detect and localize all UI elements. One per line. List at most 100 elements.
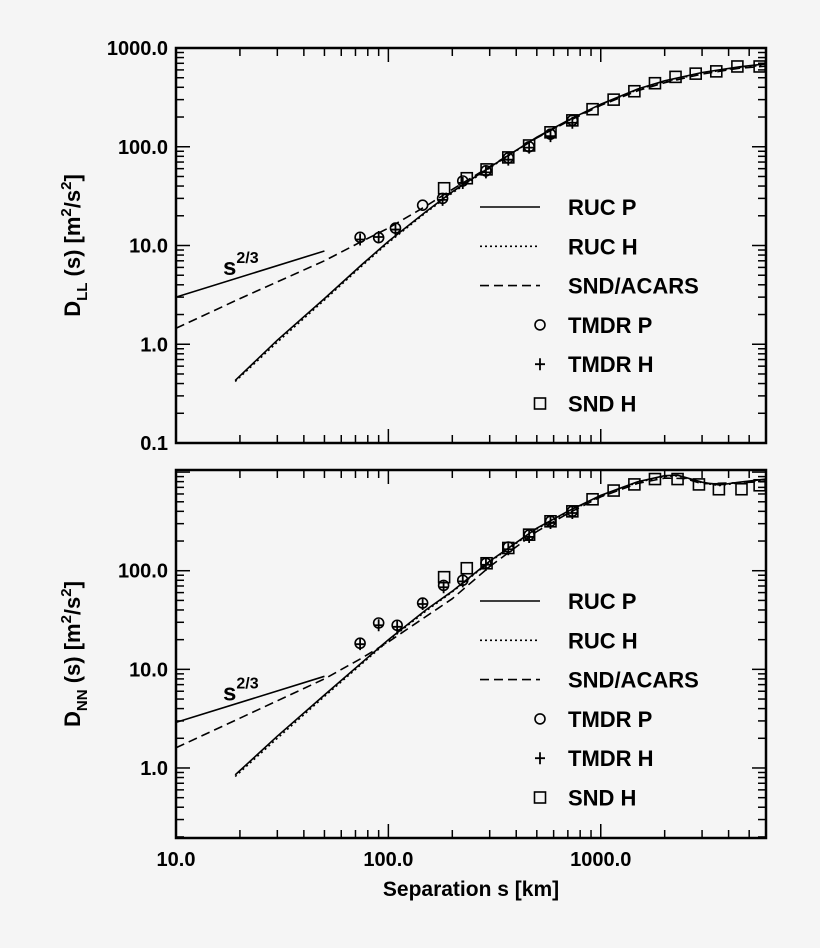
y-tick-label: 100.0 — [118, 137, 168, 159]
slope-annotation: s2/3 — [223, 250, 259, 281]
y-axis-label-part: ] — [60, 581, 85, 588]
data-layer — [176, 60, 766, 383]
data-point-snd-h — [460, 171, 474, 185]
data-point-tmdr-h — [392, 620, 403, 633]
data-point-tmdr-p — [416, 199, 429, 211]
slope-annotation-base: s — [223, 254, 236, 281]
data-point-snd-h — [501, 151, 515, 164]
data-point-tmdr-h — [545, 130, 556, 143]
data-point-snd-h — [566, 505, 579, 518]
y-tick-label: 1.0 — [140, 334, 168, 356]
series-line-ruc-p — [234, 474, 766, 776]
legend-label-ruc-h: RUC H — [568, 628, 638, 653]
reference-slope-line — [175, 250, 325, 298]
data-point-snd-h — [544, 126, 557, 139]
data-point-tmdr-h — [355, 233, 366, 246]
data-point-snd-h — [648, 76, 662, 90]
data-point-snd-h — [735, 482, 748, 496]
series-line-ruc-p — [234, 63, 766, 381]
data-point-snd-h — [692, 478, 706, 491]
panel-bottom: 1.0 10.0 100.0 10.0 100.0 1000.0 Separation s … — [58, 468, 768, 901]
legend-label-ruc-p: RUC P — [568, 195, 636, 220]
legend-label-tmdr-h: TMDR H — [568, 746, 654, 771]
series-line-ruc-h — [234, 64, 766, 383]
data-point-tmdr-h — [390, 223, 401, 236]
data-point-tmdr-h — [567, 116, 578, 129]
data-point-snd-h — [671, 472, 684, 486]
y-axis-label-part: (s) [m — [60, 623, 85, 689]
legend-swatch-tmdr-h — [535, 358, 545, 371]
y-axis-label-part: (s) [m — [60, 217, 85, 283]
data-point-tmdr-h — [355, 638, 366, 651]
y-axis-label-part: ] — [60, 174, 85, 181]
data-point-snd-h — [480, 163, 493, 176]
slope-annotation: s2/3 — [223, 675, 259, 706]
data-point-snd-h — [460, 561, 474, 575]
legend-swatch-snd-h — [533, 397, 547, 410]
data-layer — [176, 472, 766, 778]
data-point-tmdr-h — [437, 193, 448, 206]
data-point-snd-h — [566, 114, 579, 127]
y-axis-label-part: D — [60, 301, 85, 317]
data-point-tmdr-h — [417, 597, 428, 610]
y-axis-label-part: /s — [60, 597, 85, 615]
y-tick-label: 10.0 — [129, 236, 168, 258]
legend-swatch-snd-h — [533, 791, 547, 804]
data-point-snd-h — [607, 93, 620, 106]
data-point-snd-h — [628, 478, 641, 491]
y-axis-label: DLL (s) [m2/s2] — [58, 174, 91, 317]
data-point-snd-h — [731, 60, 744, 73]
data-point-snd-h — [586, 102, 599, 116]
data-point-snd-h — [669, 70, 682, 84]
plot-frame — [174, 468, 768, 840]
legend-label-tmdr-h: TMDR H — [568, 352, 654, 377]
legend-label-snd-h: SND H — [568, 392, 636, 417]
data-point-snd-h — [648, 472, 662, 486]
data-point-snd-h — [586, 492, 599, 506]
plot-frame — [174, 46, 768, 445]
y-axis-label-part: 2 — [58, 615, 75, 623]
series-line-ruc-h — [234, 475, 766, 778]
legend-label-tmdr-p: TMDR P — [568, 313, 652, 338]
y-axis-label-part: NN — [74, 689, 91, 711]
data-point-tmdr-h — [373, 619, 384, 632]
x-axis-label: Separation s [km] — [383, 878, 559, 901]
y-tick-label: 1000.0 — [107, 38, 168, 60]
y-axis-label-part: LL — [74, 283, 91, 301]
y-tick-label: 0.1 — [140, 433, 168, 455]
legend-label-snd-acars: SND/ACARS — [568, 274, 699, 299]
data-point-tmdr-h — [480, 166, 491, 179]
slope-annotation-exponent: 2/3 — [236, 250, 258, 267]
data-point-snd-h — [689, 67, 703, 80]
data-point-snd-h — [753, 478, 766, 492]
y-tick-label: 100.0 — [118, 561, 168, 583]
y-axis-label-part: 2 — [58, 182, 75, 190]
slope-annotation-base: s — [223, 679, 236, 706]
data-point-snd-h — [522, 528, 536, 541]
data-point-snd-h — [501, 541, 515, 555]
y-axis-label: DNN (s) [m2/s2] — [58, 581, 91, 727]
data-point-snd-h — [437, 570, 451, 584]
data-point-tmdr-h — [524, 530, 535, 543]
y-axis-label-part: D — [60, 711, 85, 727]
data-point-snd-h — [607, 484, 620, 497]
x-tick-label: 10.0 — [157, 849, 196, 871]
data-point-snd-h — [712, 482, 726, 496]
data-point-snd-h — [480, 556, 493, 570]
slope-annotation-exponent: 2/3 — [236, 675, 258, 692]
data-point-tmdr-h — [373, 230, 384, 243]
legend-swatch-tmdr-p — [534, 713, 546, 725]
legend-label-ruc-p: RUC P — [568, 589, 636, 614]
reference-slope-line — [175, 675, 325, 724]
legend-label-tmdr-p: TMDR P — [568, 707, 652, 732]
data-point-snd-h — [544, 514, 557, 528]
x-tick-label: 1000.0 — [570, 849, 631, 871]
legend-swatch-tmdr-h — [535, 752, 545, 765]
legend-label-ruc-h: RUC H — [568, 234, 638, 259]
data-point-snd-h — [709, 65, 723, 78]
legend-swatch-tmdr-p — [534, 319, 546, 331]
y-axis-label-part: 2 — [58, 588, 75, 596]
